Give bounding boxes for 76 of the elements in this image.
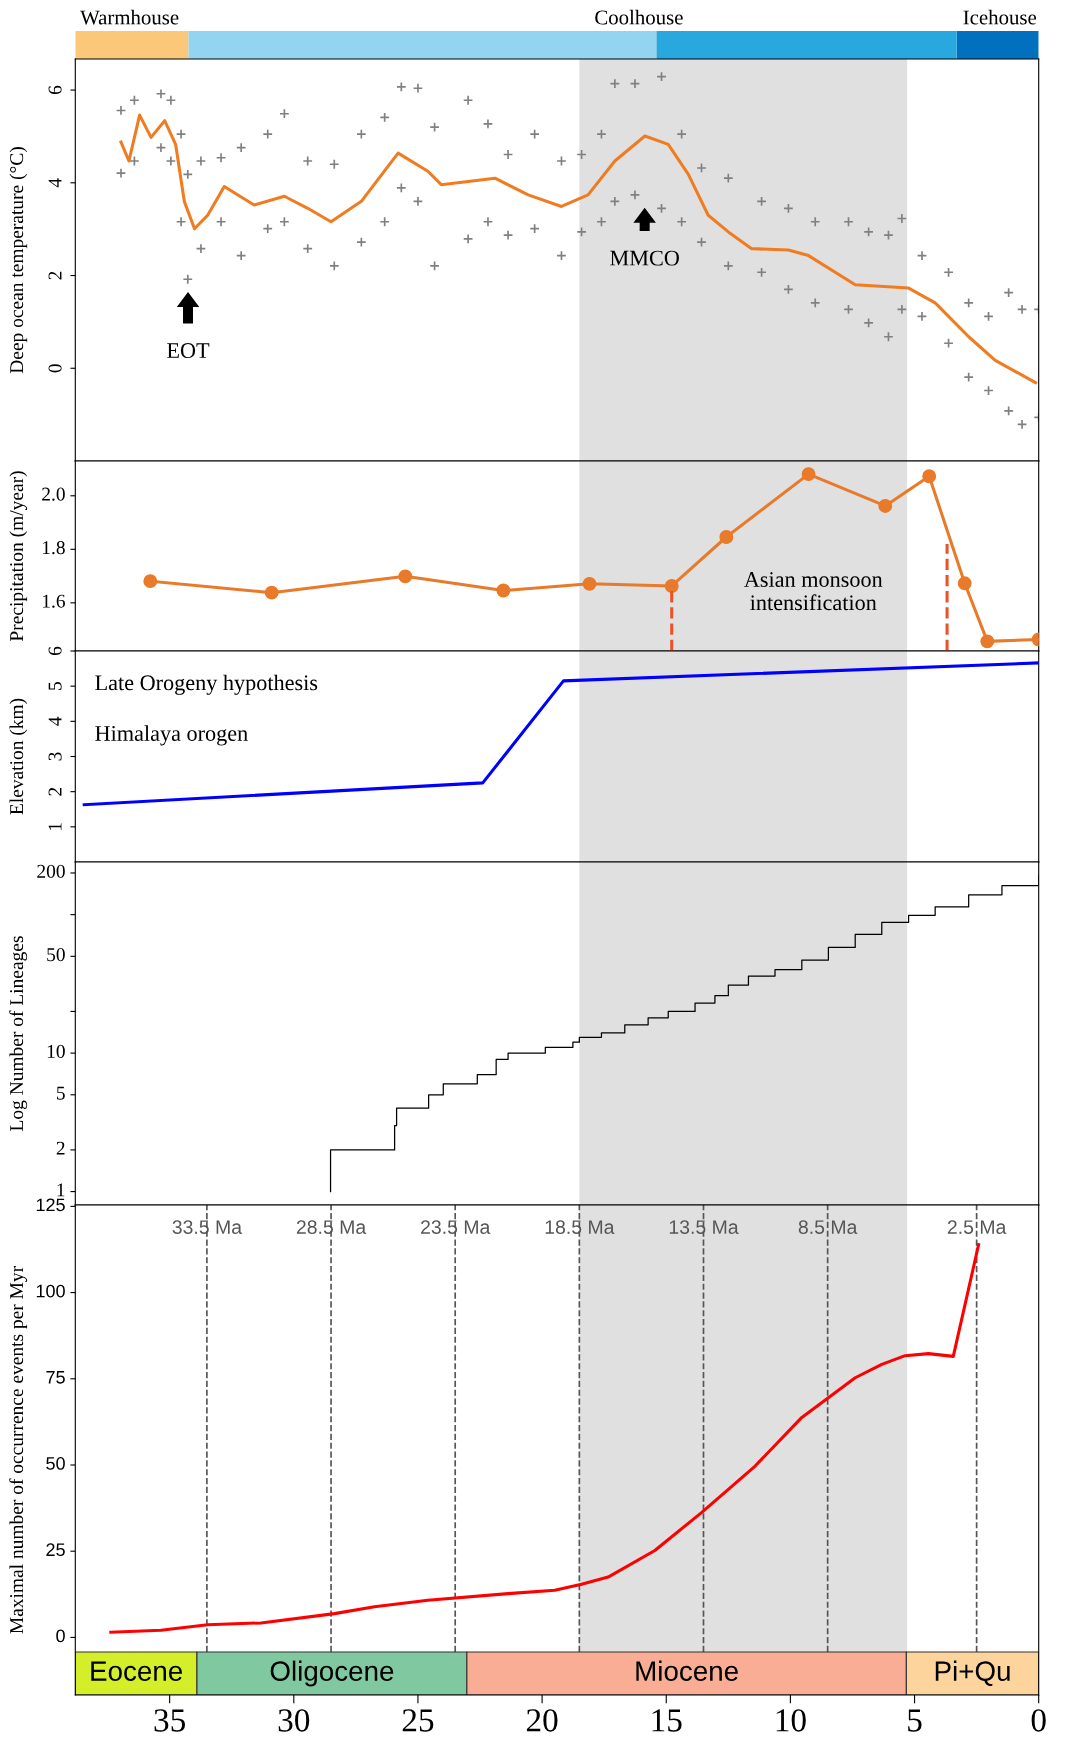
y-tick-label: 5: [48, 682, 62, 690]
bar: [75, 31, 189, 59]
y-tick-label: 2.0: [42, 487, 65, 501]
x-tick-label: 20: [526, 1709, 558, 1732]
y-tick-label: 200: [37, 864, 65, 878]
ref-line-label: 8.5 Ma: [798, 1220, 858, 1234]
y-tick-label: 0: [56, 1629, 65, 1643]
x-tick-label: 5: [908, 1709, 922, 1732]
point: [719, 530, 734, 544]
ref-line-label: 13.5 Ma: [669, 1220, 739, 1234]
x-tick-label: 35: [154, 1709, 186, 1732]
y-tick-label: 10: [47, 1044, 65, 1058]
point: [264, 585, 279, 600]
y-tick-label: 4: [48, 178, 62, 188]
point: [957, 576, 972, 591]
x-tick-label: 15: [652, 1709, 682, 1732]
x-tick-label: 30: [278, 1709, 310, 1732]
y-tick-label: 25: [46, 1543, 65, 1557]
y-tick-label: 50: [46, 1457, 65, 1470]
point: [582, 576, 597, 591]
band-label: Oligocene: [270, 1660, 394, 1687]
y-axis-title: Precipitation (m/year): [9, 471, 28, 642]
text: Coolhouse: [595, 9, 683, 25]
point: [878, 499, 893, 513]
band-label: Miocene: [636, 1660, 738, 1681]
point: [664, 579, 679, 593]
point: [398, 569, 413, 584]
y-tick-label: 1: [48, 823, 62, 830]
annotation: Asian monsoon intensification: [744, 572, 883, 611]
y-tick-label: 50: [47, 948, 65, 962]
y-axis-title: Maximal number of occurrence events per Myr: [9, 1266, 28, 1634]
text: Icehouse: [963, 9, 1037, 25]
bar: [656, 31, 957, 59]
y-tick-label: 2: [48, 787, 62, 796]
band-label: Pi+Qu: [935, 1660, 1010, 1686]
y-tick-label: 2: [56, 1141, 65, 1155]
y-tick-label: 75: [46, 1371, 65, 1384]
y-tick-label: 1.8: [42, 541, 65, 555]
point: [980, 634, 995, 649]
line-series: [119, 113, 1037, 385]
y-tick-label: 100: [36, 1284, 65, 1298]
ref-line-label: 2.5 Ma: [947, 1220, 1007, 1234]
annotation: Late Orogeny hypothesis: [95, 674, 318, 695]
y-tick-label: 6: [48, 646, 62, 656]
x-tick-label: 10: [776, 1709, 806, 1732]
y-axis-title: Deep ocean temperature (°C): [9, 147, 28, 374]
y-tick-label: 4: [48, 716, 62, 726]
band-label: Eocene: [91, 1661, 183, 1681]
y-tick-label: 6: [48, 85, 62, 95]
point: [922, 469, 937, 484]
annotation: EOT: [167, 343, 210, 359]
point: [496, 583, 511, 598]
bar: [188, 31, 657, 59]
line-series: [82, 661, 1039, 807]
point: [801, 467, 816, 482]
y-tick-label: 0: [48, 364, 62, 373]
y-tick-label: 125: [36, 1198, 65, 1212]
y-axis-title: Log Number of Lineages: [9, 936, 28, 1131]
x-tick-label: 0: [1031, 1709, 1046, 1732]
ref-line-label: 23.5 Ma: [421, 1220, 491, 1234]
point: [143, 574, 158, 589]
ref-line-label: 33.5 Ma: [172, 1220, 243, 1234]
y-tick-label: 3: [48, 752, 62, 761]
bar: [956, 31, 1039, 59]
annotation: MMCO: [610, 250, 679, 266]
line-series: [109, 1243, 981, 1634]
ref-line-label: 28.5 Ma: [296, 1220, 367, 1234]
ref-line-label: 18.5 Ma: [545, 1220, 615, 1234]
x-tick-label: 25: [402, 1709, 434, 1732]
y-tick-label: 2: [48, 271, 62, 280]
text: Warmhouse: [80, 9, 179, 25]
annotation: Himalaya orogen: [95, 725, 248, 746]
y-tick-label: 1.6: [42, 594, 65, 608]
y-axis-title: Elevation (km): [9, 698, 28, 815]
y-tick-label: 5: [56, 1086, 65, 1100]
y-tick-label: 1: [57, 1183, 65, 1197]
